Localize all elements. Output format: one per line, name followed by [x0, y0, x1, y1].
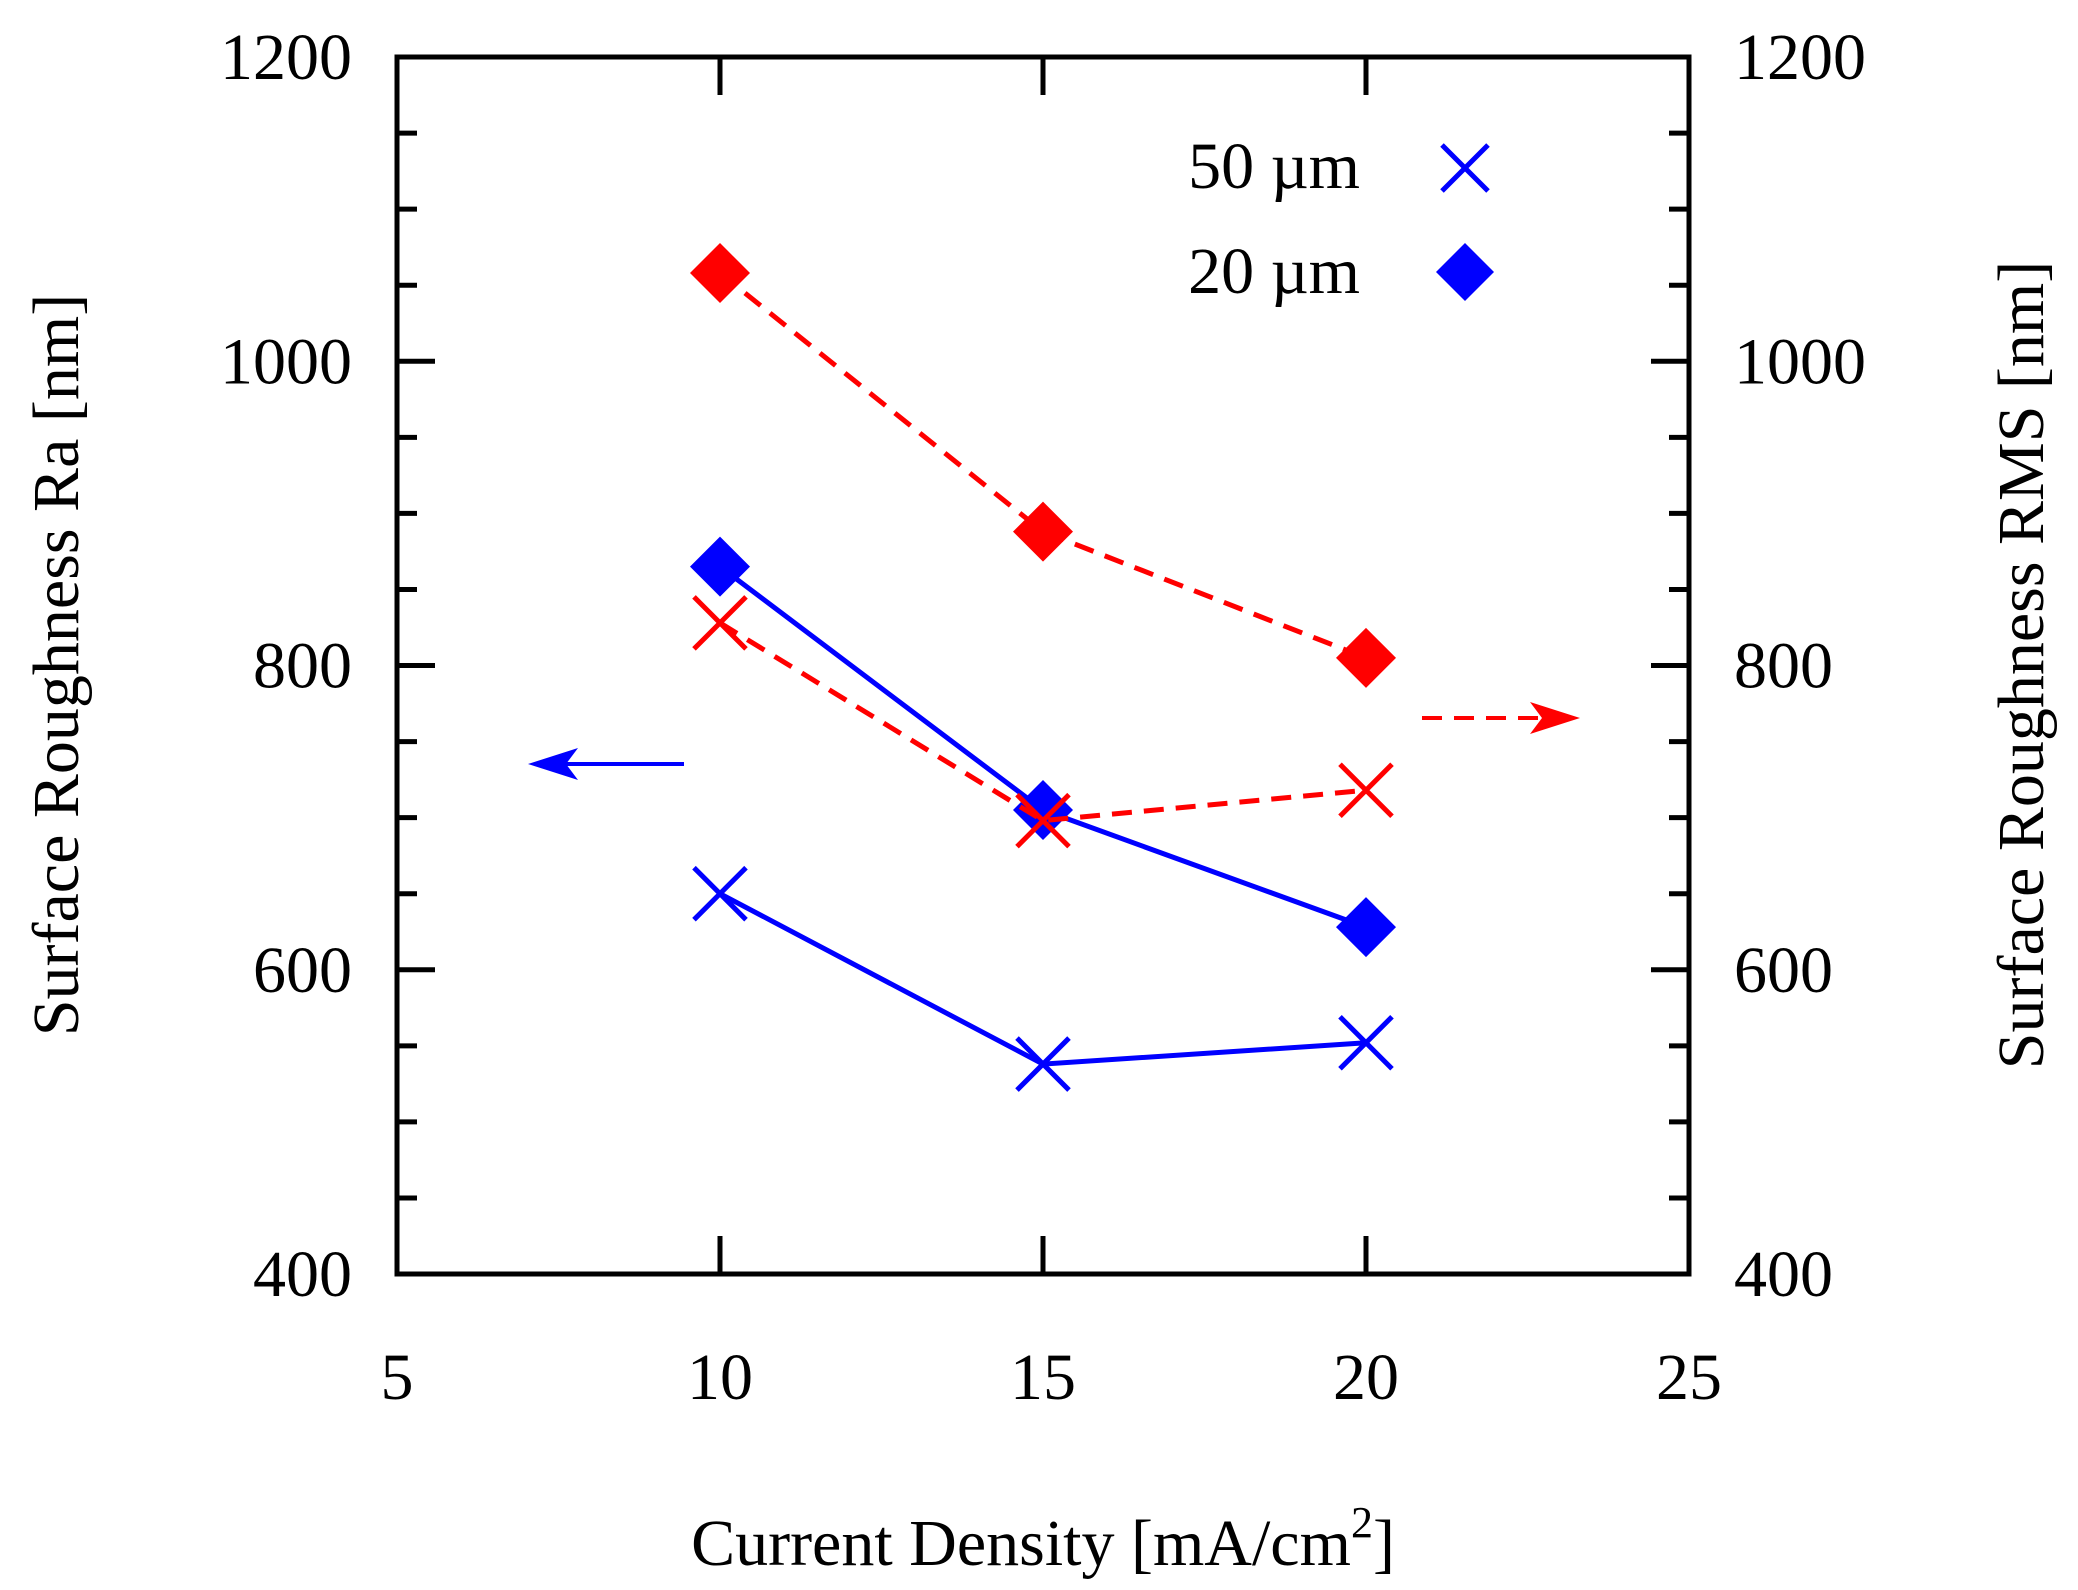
y-right-axis-title: Surface Roughness RMS [nm]	[1985, 261, 2058, 1069]
x-tick-label: 5	[381, 1341, 414, 1414]
tick-marks	[394, 54, 1692, 1277]
y-right-tick-label: 1000	[1734, 325, 1866, 398]
y-right-tick-label: 600	[1734, 934, 1833, 1007]
x-tick-label: 15	[1010, 1341, 1076, 1414]
left-axis-arrow	[528, 748, 684, 780]
series-ra-20-m	[690, 536, 1396, 958]
y-left-tick-label: 800	[253, 630, 352, 703]
data-point-diamond	[1013, 780, 1073, 841]
legend-label-50um: 50 µm	[1188, 130, 1360, 203]
right-axis-arrow	[1422, 702, 1580, 734]
data-point-diamond	[690, 243, 750, 304]
data-point-x-stroke	[1338, 1015, 1394, 1071]
y-right-tick-labels: 400 600 800 1000 1200	[1734, 21, 1866, 1311]
legend-marker-x	[1440, 143, 1490, 193]
y-left-tick-labels: 400 600 800 1000 1200	[220, 21, 352, 1311]
y-left-axis-title: Surface Roughness Ra [nm]	[20, 294, 93, 1036]
plot-frame	[394, 54, 1692, 1277]
data-point-x	[1015, 792, 1071, 849]
series-line	[718, 891, 1367, 1067]
y-right-tick-label: 800	[1734, 630, 1833, 703]
data-point-x	[692, 865, 748, 922]
y-left-tick-label: 400	[253, 1238, 352, 1311]
y-left-tick-label: 1000	[220, 325, 352, 398]
y-right-tick-label: 400	[1734, 1238, 1833, 1311]
y-right-tick-label: 1200	[1734, 21, 1866, 94]
data-point-x	[692, 595, 748, 651]
series-rms-50-m	[692, 595, 1394, 849]
data-point-x	[1338, 1015, 1394, 1071]
data-point-x	[1015, 1036, 1071, 1092]
y-left-tick-label: 1200	[220, 21, 352, 94]
series-rms-20-m	[690, 243, 1396, 688]
series-layer	[690, 243, 1396, 1092]
legend-label-20um: 20 µm	[1188, 235, 1360, 308]
series-line	[718, 620, 1367, 824]
series-ra-50-m	[692, 865, 1394, 1092]
data-point-diamond	[1336, 897, 1396, 958]
legend: 50 µm 20 µm	[1188, 130, 1494, 308]
legend-marker-diamond	[1436, 243, 1494, 301]
x-tick-label: 10	[687, 1341, 753, 1414]
x-tick-label: 20	[1333, 1341, 1399, 1414]
data-point-diamond	[1013, 501, 1073, 562]
data-point-x-stroke	[692, 595, 748, 651]
x-tick-labels: 5 10 15 20 25	[381, 1341, 1723, 1414]
data-point-diamond	[1336, 627, 1396, 688]
data-point-x-stroke	[1015, 792, 1071, 849]
data-point-diamond	[690, 536, 750, 597]
x-axis-title: Current Density [mA/cm2]	[691, 1498, 1395, 1580]
data-point-x-stroke	[692, 865, 748, 922]
data-point-x-stroke	[1015, 1036, 1071, 1092]
series-line	[718, 271, 1367, 661]
data-point-x	[1338, 762, 1394, 819]
x-tick-label: 25	[1656, 1341, 1722, 1414]
y-left-tick-label: 600	[253, 934, 352, 1007]
data-point-x-stroke	[1338, 762, 1394, 819]
